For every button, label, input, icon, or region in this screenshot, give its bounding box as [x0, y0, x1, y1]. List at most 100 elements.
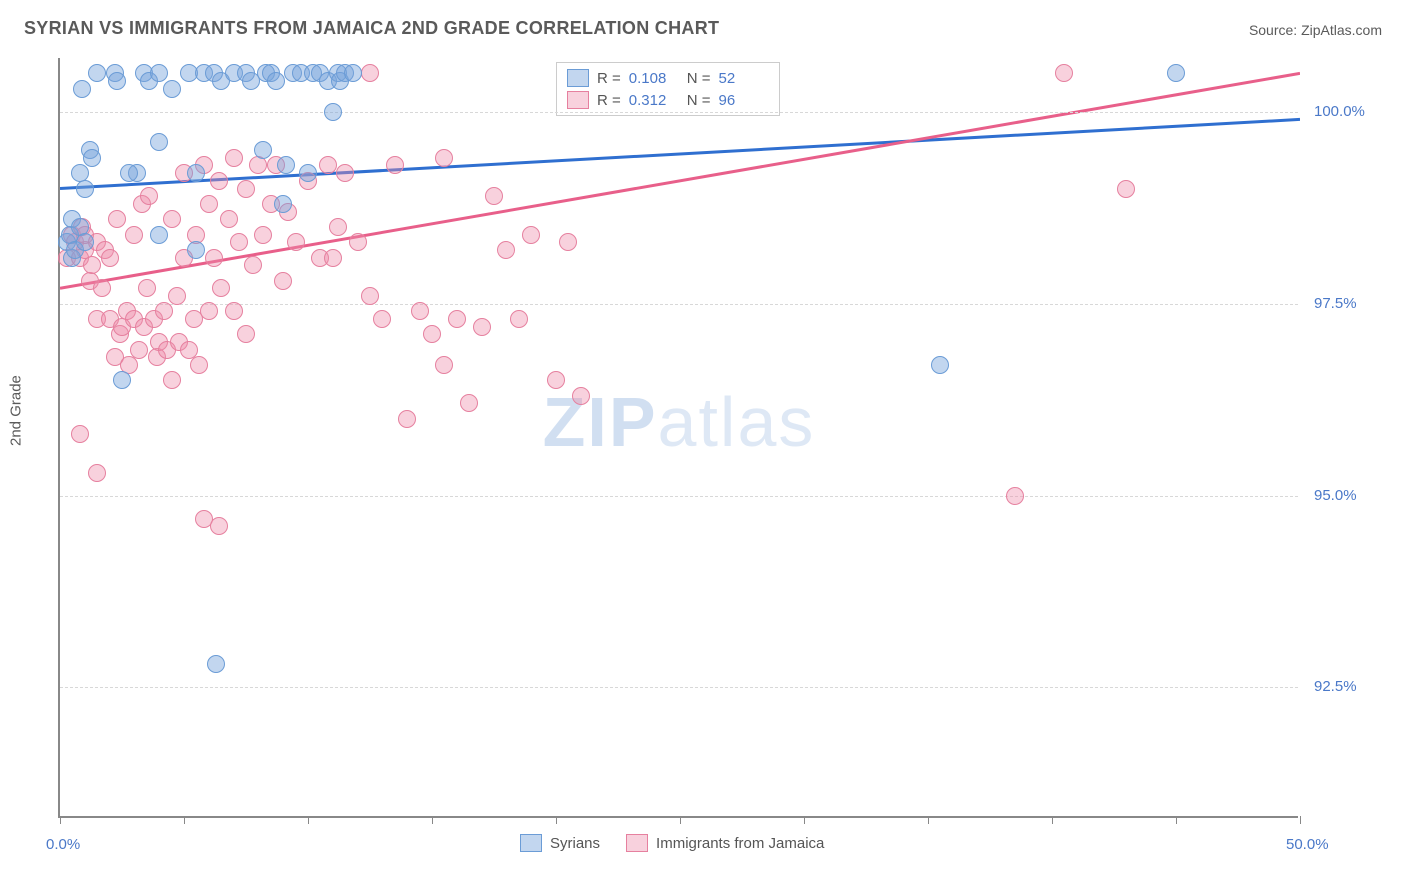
point-jamaica: [212, 279, 230, 297]
y-tick-label: 97.5%: [1314, 295, 1357, 312]
point-jamaica: [108, 210, 126, 228]
x-tick: [556, 816, 557, 824]
point-jamaica: [225, 302, 243, 320]
point-syrians: [113, 371, 131, 389]
x-tick: [928, 816, 929, 824]
point-syrians: [277, 156, 295, 174]
legend-item-syrians: Syrians: [520, 834, 600, 852]
point-syrians: [163, 80, 181, 98]
legend-row-jamaica: R = 0.312 N = 96: [567, 89, 769, 111]
point-jamaica: [547, 371, 565, 389]
point-jamaica: [497, 241, 515, 259]
point-syrians: [274, 195, 292, 213]
point-jamaica: [155, 302, 173, 320]
point-jamaica: [200, 302, 218, 320]
point-jamaica: [423, 325, 441, 343]
x-tick: [804, 816, 805, 824]
chart-title: SYRIAN VS IMMIGRANTS FROM JAMAICA 2ND GR…: [24, 18, 719, 39]
r-value-jamaica: 0.312: [629, 92, 679, 109]
series-legend: Syrians Immigrants from Jamaica: [520, 834, 824, 852]
point-syrians: [83, 149, 101, 167]
r-label: R =: [597, 70, 621, 87]
swatch-syrians: [567, 69, 589, 87]
point-jamaica: [460, 394, 478, 412]
gridline-h: [60, 496, 1298, 497]
point-jamaica: [349, 233, 367, 251]
point-jamaica: [140, 187, 158, 205]
point-jamaica: [237, 180, 255, 198]
x-tick: [1176, 816, 1177, 824]
point-syrians: [267, 72, 285, 90]
point-jamaica: [485, 187, 503, 205]
correlation-legend: R = 0.108 N = 52 R = 0.312 N = 96: [556, 62, 780, 116]
swatch-jamaica: [626, 834, 648, 852]
point-syrians: [207, 655, 225, 673]
point-jamaica: [336, 164, 354, 182]
point-jamaica: [200, 195, 218, 213]
point-jamaica: [1006, 487, 1024, 505]
swatch-jamaica: [567, 91, 589, 109]
point-jamaica: [237, 325, 255, 343]
trend-lines-layer: [60, 58, 1300, 818]
point-jamaica: [572, 387, 590, 405]
point-jamaica: [225, 149, 243, 167]
point-syrians: [254, 141, 272, 159]
point-jamaica: [1117, 180, 1135, 198]
swatch-syrians: [520, 834, 542, 852]
point-jamaica: [1055, 64, 1073, 82]
n-value-syrians: 52: [719, 70, 769, 87]
point-jamaica: [448, 310, 466, 328]
point-jamaica: [249, 156, 267, 174]
point-jamaica: [83, 256, 101, 274]
point-syrians: [76, 233, 94, 251]
point-jamaica: [522, 226, 540, 244]
point-jamaica: [210, 172, 228, 190]
point-jamaica: [386, 156, 404, 174]
point-jamaica: [287, 233, 305, 251]
point-jamaica: [361, 287, 379, 305]
point-jamaica: [168, 287, 186, 305]
n-label: N =: [687, 92, 711, 109]
x-tick: [1300, 816, 1301, 824]
x-tick: [680, 816, 681, 824]
point-jamaica: [101, 249, 119, 267]
point-jamaica: [373, 310, 391, 328]
x-tick-label: 50.0%: [1286, 836, 1329, 853]
gridline-h: [60, 687, 1298, 688]
legend-label-jamaica: Immigrants from Jamaica: [656, 835, 824, 852]
y-tick-label: 100.0%: [1314, 103, 1365, 120]
gridline-h: [60, 112, 1298, 113]
point-jamaica: [205, 249, 223, 267]
point-jamaica: [324, 249, 342, 267]
y-tick-label: 92.5%: [1314, 678, 1357, 695]
n-label: N =: [687, 70, 711, 87]
point-jamaica: [190, 356, 208, 374]
x-tick: [1052, 816, 1053, 824]
source-attribution: Source: ZipAtlas.com: [1249, 22, 1382, 38]
point-syrians: [150, 64, 168, 82]
point-jamaica: [361, 64, 379, 82]
legend-item-jamaica: Immigrants from Jamaica: [626, 834, 824, 852]
point-syrians: [187, 164, 205, 182]
point-jamaica: [244, 256, 262, 274]
x-tick: [308, 816, 309, 824]
point-jamaica: [411, 302, 429, 320]
point-jamaica: [163, 210, 181, 228]
point-syrians: [344, 64, 362, 82]
point-jamaica: [435, 356, 453, 374]
gridline-h: [60, 304, 1298, 305]
point-jamaica: [125, 226, 143, 244]
point-jamaica: [398, 410, 416, 428]
watermark-zip: ZIP: [543, 383, 658, 461]
point-jamaica: [163, 371, 181, 389]
point-syrians: [150, 133, 168, 151]
watermark-atlas: atlas: [658, 383, 816, 461]
point-jamaica: [473, 318, 491, 336]
plot-area: ZIPatlas R = 0.108 N = 52 R = 0.312 N = …: [58, 58, 1298, 818]
point-jamaica: [254, 226, 272, 244]
x-tick: [432, 816, 433, 824]
point-syrians: [324, 103, 342, 121]
point-jamaica: [435, 149, 453, 167]
x-tick-label: 0.0%: [46, 836, 80, 853]
y-axis-title: 2nd Grade: [8, 375, 25, 446]
